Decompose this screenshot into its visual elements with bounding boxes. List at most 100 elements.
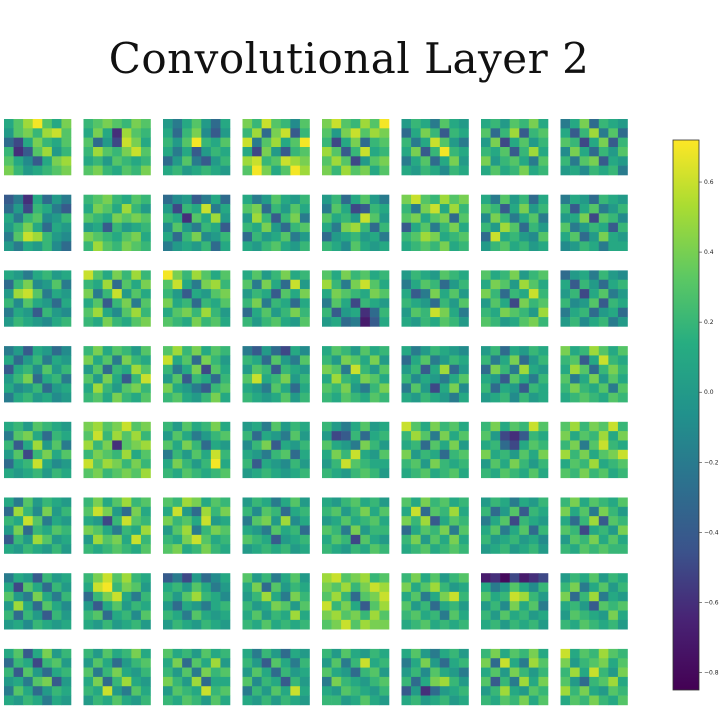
heatmap-cell xyxy=(191,346,202,356)
filter-heatmap xyxy=(560,497,628,554)
heatmap-cell xyxy=(290,468,301,479)
heatmap-cell xyxy=(500,695,511,706)
heatmap-cell xyxy=(379,355,390,366)
heatmap-cell xyxy=(51,601,62,611)
heatmap-cell xyxy=(280,137,291,148)
heatmap-cell xyxy=(379,147,390,157)
heatmap-cell xyxy=(560,497,571,508)
heatmap-cell xyxy=(322,667,332,678)
heatmap-cell xyxy=(121,648,132,659)
heatmap-cell xyxy=(617,695,628,706)
heatmap-cell xyxy=(509,506,520,517)
heatmap-cell xyxy=(519,544,530,554)
heatmap-cell xyxy=(322,355,332,366)
heatmap-cell xyxy=(560,392,571,403)
heatmap-cell xyxy=(341,204,352,214)
heatmap-cell xyxy=(369,270,380,281)
heatmap-cell xyxy=(252,194,262,205)
heatmap-cell xyxy=(430,289,441,299)
heatmap-cell xyxy=(163,279,173,290)
heatmap-cell xyxy=(261,516,272,526)
filter-heatmap xyxy=(83,346,151,403)
heatmap-cell xyxy=(13,298,24,309)
heatmap-cell xyxy=(538,374,549,384)
heatmap-cell xyxy=(350,392,361,403)
heatmap-cell xyxy=(411,525,421,536)
heatmap-cell xyxy=(341,298,352,309)
heatmap-cell xyxy=(4,346,14,356)
heatmap-cell xyxy=(140,667,151,678)
heatmap-cell xyxy=(570,506,580,517)
heatmap-cell xyxy=(102,686,113,696)
heatmap-cell xyxy=(252,307,262,318)
heatmap-cell xyxy=(93,601,103,611)
heatmap-cell xyxy=(172,525,183,536)
heatmap-cell xyxy=(617,440,628,451)
heatmap-cell xyxy=(220,449,231,460)
heatmap-cell xyxy=(191,686,202,696)
heatmap-cell xyxy=(322,582,332,593)
heatmap-cell xyxy=(61,695,72,706)
heatmap-cell xyxy=(458,355,469,366)
heatmap-cell xyxy=(589,119,600,129)
heatmap-cell xyxy=(519,213,530,223)
filter-heatmap xyxy=(4,194,72,251)
heatmap-cell xyxy=(369,213,380,223)
heatmap-cell xyxy=(32,516,43,526)
heatmap-cell xyxy=(420,383,431,394)
heatmap-cell xyxy=(490,346,501,356)
heatmap-cell xyxy=(290,279,301,290)
heatmap-cell xyxy=(458,468,469,479)
heatmap-cell xyxy=(271,128,282,138)
heatmap-cell xyxy=(271,573,282,583)
heatmap-cell xyxy=(481,459,491,469)
heatmap-cell xyxy=(579,279,590,290)
heatmap-cell xyxy=(519,591,530,602)
heatmap-cell xyxy=(341,279,352,290)
heatmap-cell xyxy=(509,346,520,356)
heatmap-cell xyxy=(458,534,469,545)
heatmap-cell xyxy=(322,431,332,441)
heatmap-cell xyxy=(112,497,123,508)
heatmap-cell xyxy=(163,156,173,166)
heatmap-cell xyxy=(430,156,441,166)
heatmap-cell xyxy=(112,695,123,706)
heatmap-cell xyxy=(112,156,123,166)
heatmap-cell xyxy=(481,364,491,375)
heatmap-cell xyxy=(608,232,619,242)
heatmap-cell xyxy=(83,449,94,460)
heatmap-cell xyxy=(172,194,183,205)
heatmap-cell xyxy=(500,204,511,214)
heatmap-cell xyxy=(112,591,123,602)
heatmap-cell xyxy=(579,676,590,687)
filter-heatmap xyxy=(83,497,151,554)
heatmap-cell xyxy=(201,355,212,366)
heatmap-cell xyxy=(261,355,272,366)
heatmap-cell xyxy=(401,289,412,299)
heatmap-cell xyxy=(509,165,520,176)
heatmap-cell xyxy=(430,421,441,432)
heatmap-cell xyxy=(220,289,231,299)
heatmap-cell xyxy=(61,232,72,242)
heatmap-cell xyxy=(242,194,253,205)
heatmap-cell xyxy=(191,241,202,251)
heatmap-cell xyxy=(490,374,501,384)
heatmap-cell xyxy=(51,431,62,441)
heatmap-cell xyxy=(608,506,619,517)
heatmap-cell xyxy=(439,119,450,129)
heatmap-cell xyxy=(242,147,253,157)
heatmap-cell xyxy=(112,431,123,441)
heatmap-cell xyxy=(528,279,539,290)
heatmap-cell xyxy=(401,317,412,327)
filter-heatmap xyxy=(163,270,231,327)
heatmap-cell xyxy=(61,165,72,176)
heatmap-cell xyxy=(172,591,183,602)
heatmap-cell xyxy=(538,307,549,318)
heatmap-cell xyxy=(4,449,14,460)
heatmap-cell xyxy=(201,544,212,554)
heatmap-cell xyxy=(290,658,301,668)
heatmap-cell xyxy=(369,676,380,687)
heatmap-cell xyxy=(519,364,530,375)
heatmap-cell xyxy=(32,449,43,460)
heatmap-cell xyxy=(182,232,193,242)
